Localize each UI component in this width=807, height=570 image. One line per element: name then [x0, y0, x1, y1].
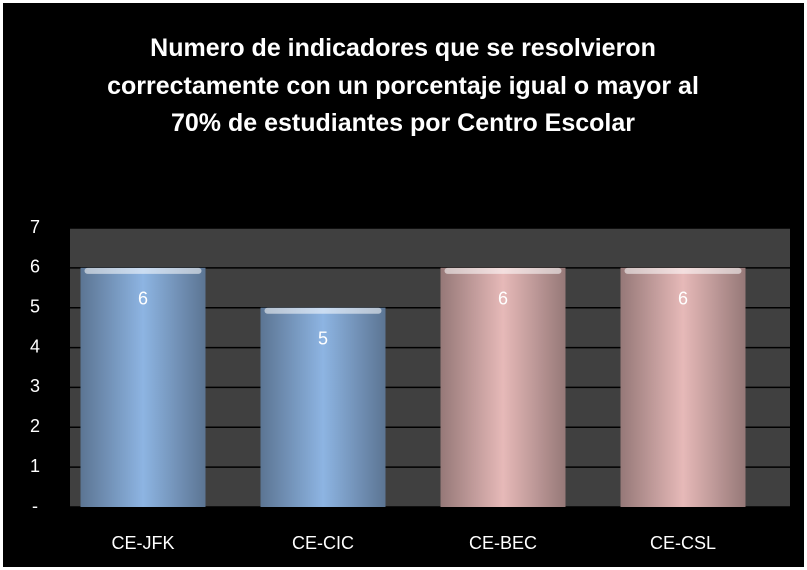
bar-shade: [440, 267, 566, 507]
bar-shade: [620, 267, 746, 507]
data-label: 6: [498, 289, 508, 309]
x-tick-label: CE-JFK: [112, 533, 175, 553]
chart-title: Numero de indicadores que se resolvieron…: [107, 34, 699, 137]
y-tick-label: 5: [30, 296, 40, 316]
y-tick-label: 6: [30, 257, 40, 277]
data-label: 5: [318, 328, 328, 348]
bar-shade: [260, 307, 386, 507]
y-tick-label: 4: [30, 336, 40, 356]
bar-highlight: [264, 307, 382, 314]
bar-shade: [80, 267, 206, 507]
bar-highlight: [624, 267, 742, 274]
x-tick-label: CE-CIC: [292, 533, 354, 553]
y-tick-label: 1: [30, 456, 40, 476]
y-tick-label: 7: [30, 217, 40, 237]
data-label: 6: [678, 289, 688, 309]
y-tick-label: 2: [30, 416, 40, 436]
y-tick-label: -: [32, 496, 38, 516]
x-tick-label: CE-BEC: [469, 533, 537, 553]
bar-highlight: [84, 267, 202, 274]
data-label: 6: [138, 289, 148, 309]
x-tick-label: CE-CSL: [650, 533, 716, 553]
bar-highlight: [444, 267, 562, 274]
y-tick-label: 3: [30, 376, 40, 396]
